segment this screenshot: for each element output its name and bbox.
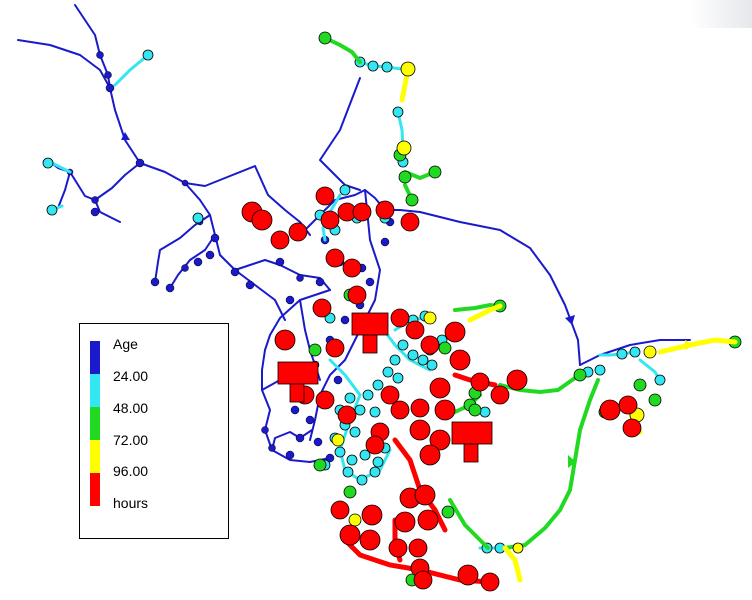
legend-swatch-2 <box>90 407 100 440</box>
nodes-age-48-72 <box>308 31 742 587</box>
legend-threshold-3: 72.00 <box>113 432 149 448</box>
tanks-age-96-plus <box>277 312 493 463</box>
legend-threshold-1: 24.00 <box>113 368 149 384</box>
nodes-age-96-plus <box>241 186 642 592</box>
legend-threshold-2: 48.00 <box>113 400 149 416</box>
window-corner-shade <box>690 0 752 28</box>
legend-title: Age <box>113 336 138 352</box>
legend-threshold-4: 96.00 <box>113 463 149 479</box>
legend-swatch-0 <box>90 341 100 374</box>
flow-arrows-green <box>568 455 576 468</box>
legend-swatch-3 <box>90 440 100 473</box>
flow-arrows <box>121 132 575 325</box>
legend-units: hours <box>113 495 149 511</box>
flow-arrows-yellow <box>685 340 695 350</box>
nodes-age-72-96 <box>331 61 657 554</box>
age-legend: Age 24.00 48.00 72.00 96.00 hours <box>79 323 229 539</box>
legend-swatch-1 <box>90 374 100 407</box>
legend-swatch-4 <box>90 473 100 506</box>
